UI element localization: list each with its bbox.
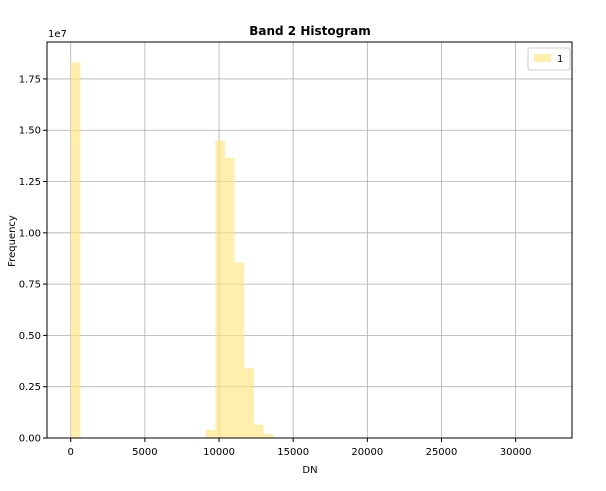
y-tick-label: 0.25 xyxy=(19,382,41,393)
plot-frame xyxy=(46,41,573,439)
legend-label: 1 xyxy=(557,54,563,65)
x-tick-label: 25000 xyxy=(426,447,458,458)
y-tick-label: 0.00 xyxy=(19,434,41,445)
histogram-bar xyxy=(205,429,216,438)
x-tick-label: 10000 xyxy=(203,447,235,458)
legend-swatch xyxy=(534,54,551,62)
x-tick-label: 15000 xyxy=(277,447,309,458)
x-axis-label: DN xyxy=(302,465,317,476)
y-tick-label: 0.50 xyxy=(19,331,41,342)
x-tick-label: 20000 xyxy=(351,447,383,458)
histogram-bar xyxy=(70,62,81,439)
histogram-bar xyxy=(224,157,235,438)
legend: 1 xyxy=(527,47,571,71)
grid-lines xyxy=(47,42,572,439)
histogram-bar xyxy=(253,424,264,438)
y-tick-label: 1.75 xyxy=(19,74,41,85)
histogram-bar xyxy=(234,262,245,438)
x-axis-ticks: 0 5000 10000 15000 20000 25000 30000 xyxy=(68,438,532,458)
y-axis-ticks: 0.00 0.25 0.50 0.75 1.00 1.25 1.50 1.75 xyxy=(19,74,47,445)
y-tick-label: 1.25 xyxy=(19,177,41,188)
y-tick-label: 0.75 xyxy=(19,280,41,291)
x-tick-label: 0 xyxy=(68,447,74,458)
x-tick-label: 5000 xyxy=(132,447,157,458)
y-axis-label: Frequency xyxy=(7,215,18,267)
histogram-bar xyxy=(263,433,274,438)
y-tick-label: 1.50 xyxy=(19,126,41,137)
bars-group xyxy=(70,62,274,439)
histogram-bar xyxy=(215,140,225,438)
chart-title: Band 2 Histogram xyxy=(249,24,370,38)
x-tick-label: 30000 xyxy=(500,447,532,458)
histogram-bar xyxy=(244,368,254,438)
y-tick-label: 1.00 xyxy=(19,228,41,239)
y-offset-text: 1e7 xyxy=(48,29,67,40)
